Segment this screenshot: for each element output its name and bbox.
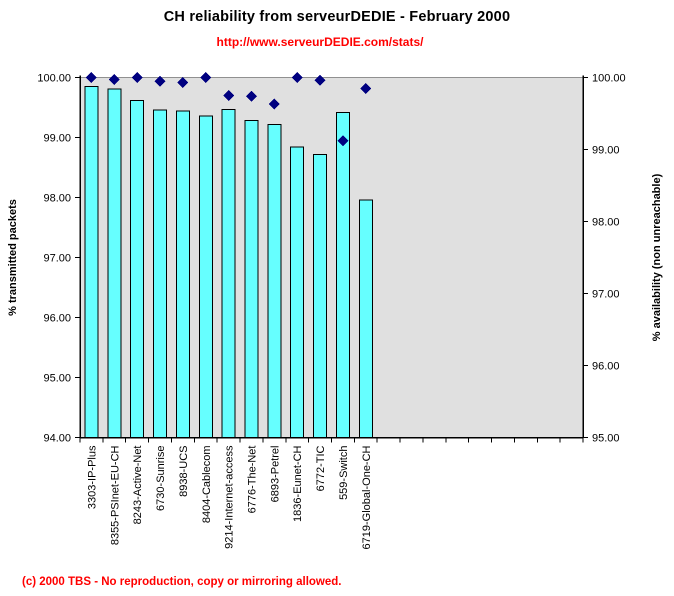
category-label-8355-PSInet-EU-CH: 8355-PSInet-EU-CH [109, 445, 121, 545]
left-axis-tick-label: 100.00 [37, 73, 71, 85]
bar-8404-Cablecom [198, 115, 213, 439]
chart-subtitle-url: http://www.serveurDEDIE.com/stats/ [216, 35, 424, 49]
chart-title: CH reliability from serveurDEDIE - Febru… [163, 9, 511, 25]
category-label-3303-IP-Plus: 3303-IP-Plus [86, 445, 98, 509]
marker-6772-TIC [314, 74, 326, 86]
right-axis-tick-label: 98.00 [592, 217, 620, 229]
bar-6893-Petrel [267, 123, 282, 439]
copyright-notice: (c) 2000 TBS - No reproduction, copy or … [22, 576, 342, 588]
category-label-6772-TIC: 6772-TIC [315, 445, 327, 491]
left-axis-tick-label: 94.00 [43, 433, 71, 445]
bar-3303-IP-Plus [84, 86, 99, 438]
category-label-6893-Petrel: 6893-Petrel [269, 446, 281, 503]
right-axis-title: % availability (non unreachable) [651, 173, 663, 341]
bar-6776-The-Net [244, 120, 259, 438]
category-label-8938-UCS: 8938-UCS [178, 446, 190, 497]
left-axis-tick-label: 99.00 [43, 133, 71, 145]
category-label-6730-Sunrise: 6730-Sunrise [155, 446, 167, 511]
right-axis-tick-label: 100.00 [592, 73, 626, 85]
bar-8355-PSInet-EU-CH [107, 88, 122, 439]
marker-8938-UCS [177, 77, 189, 89]
category-label-8243-Active-Net: 8243-Active-Net [132, 446, 144, 525]
category-label-9214-Internet-access: 9214-Internet-access [224, 445, 236, 549]
bar-8938-UCS [175, 110, 190, 438]
category-label-559-Switch: 559-Switch [338, 446, 350, 500]
bar-6719-Global-One-CH [358, 199, 373, 438]
marker-6776-The-Net [245, 90, 257, 102]
left-axis-title: % transmitted packets [7, 199, 19, 316]
bar-6772-TIC [313, 153, 328, 439]
left-axis-tick-label: 98.00 [43, 193, 71, 205]
category-label-1836-Eunet-CH: 1836-Eunet-CH [292, 445, 304, 521]
marker-8243-Active-Net [131, 72, 143, 83]
bar-1836-Eunet-CH [290, 146, 305, 438]
right-axis-tick-label: 99.00 [592, 145, 620, 157]
left-axis-tick-label: 97.00 [43, 253, 71, 265]
right-axis-tick-label: 97.00 [592, 289, 620, 301]
marker-6719-Global-One-CH [360, 82, 372, 94]
marker-1836-Eunet-CH [291, 72, 303, 83]
category-label-6776-The-Net: 6776-The-Net [246, 446, 258, 514]
marker-6730-Sunrise [154, 75, 166, 87]
bar-9214-Internet-access [221, 108, 236, 439]
bar-559-Switch [335, 111, 350, 439]
bar-8243-Active-Net [130, 99, 145, 439]
marker-8404-Cablecom [200, 72, 212, 83]
category-label-6719-Global-One-CH: 6719-Global-One-CH [361, 445, 373, 549]
right-axis-tick-label: 96.00 [592, 361, 620, 373]
marker-9214-Internet-access [223, 90, 235, 101]
category-label-8404-Cablecom: 8404-Cablecom [201, 446, 213, 524]
marker-3303-IP-Plus [85, 72, 97, 83]
left-axis-tick-label: 95.00 [43, 373, 71, 385]
marker-8355-PSInet-EU-CH [108, 74, 120, 86]
right-axis-tick-label: 95.00 [592, 433, 620, 445]
bar-6730-Sunrise [153, 109, 168, 439]
marker-6893-Petrel [268, 98, 280, 110]
marker-559-Switch [337, 135, 349, 147]
left-axis-tick-label: 96.00 [43, 313, 71, 325]
